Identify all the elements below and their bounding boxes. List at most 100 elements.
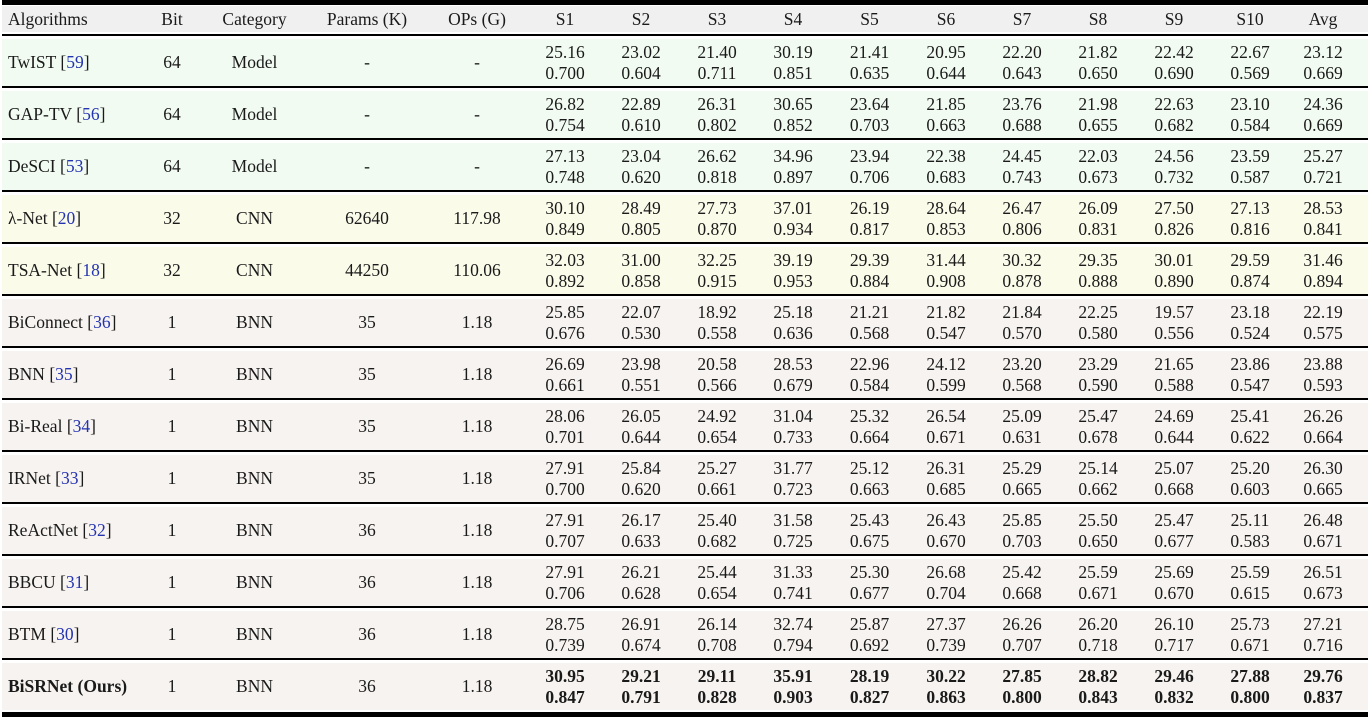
metric-cell: 35.91 0.903: [755, 666, 831, 708]
citation-link[interactable]: 35: [55, 364, 73, 384]
params-cell: 62640: [345, 208, 389, 228]
column-header: S9: [1164, 8, 1184, 29]
metric-cell: 24.12 0.599: [908, 354, 984, 396]
ssim-value: 0.700: [545, 478, 585, 499]
column-header: S10: [1236, 8, 1264, 29]
metric-cell: 25.16 0.700: [527, 42, 603, 84]
citation-link[interactable]: 30: [56, 624, 74, 644]
ssim-value: 0.915: [697, 270, 737, 291]
psnr-value: 29.59: [1230, 249, 1270, 270]
psnr-value: 26.82: [545, 93, 585, 114]
ssim-value: 0.707: [545, 530, 585, 551]
algorithm-name: BNN: [8, 364, 45, 384]
psnr-value: 26.47: [1002, 197, 1042, 218]
metric-cell: 25.84 0.620: [603, 458, 679, 500]
psnr-value: 26.21: [621, 561, 661, 582]
params-cell: 36: [358, 676, 376, 696]
metric-cell: 25.14 0.662: [1060, 458, 1136, 500]
psnr-value: 27.91: [545, 509, 585, 530]
psnr-value: 31.33: [773, 561, 813, 582]
column-header: Category: [222, 8, 287, 29]
psnr-value: 23.64: [849, 93, 890, 114]
psnr-value: 26.17: [621, 509, 661, 530]
psnr-value: 25.27: [1303, 145, 1343, 166]
ops-cell: 1.18: [461, 520, 493, 540]
citation-link[interactable]: 36: [93, 312, 111, 332]
metric-cell: 27.91 0.706: [527, 562, 603, 604]
psnr-value: 35.91: [773, 665, 813, 686]
metric-cell: 28.82 0.843: [1060, 666, 1136, 708]
psnr-value: 31.00: [621, 249, 661, 270]
metric-cell: 29.35 0.888: [1060, 250, 1136, 292]
row-divider: [2, 398, 1368, 400]
psnr-value: 21.21: [849, 301, 890, 322]
psnr-value: 31.44: [926, 249, 966, 270]
header-rule: [2, 34, 1368, 36]
psnr-value: 22.38: [926, 145, 966, 166]
ops-cell: -: [474, 104, 480, 124]
ssim-value: 0.723: [773, 478, 813, 499]
ops-cell: -: [474, 156, 480, 176]
psnr-value: 32.74: [773, 613, 813, 634]
ssim-value: 0.817: [849, 218, 890, 239]
metric-cell: 25.40 0.682: [679, 510, 755, 552]
ssim-value: 0.568: [849, 322, 890, 343]
psnr-value: 31.46: [1303, 249, 1343, 270]
citation-link[interactable]: 53: [65, 156, 84, 176]
category-cell: BNN: [236, 624, 273, 644]
psnr-value: 25.47: [1154, 509, 1194, 530]
ssim-value: 0.610: [621, 114, 661, 135]
psnr-value: 26.30: [1303, 457, 1343, 478]
metric-cell: 24.45 0.743: [984, 146, 1060, 188]
ssim-value: 0.703: [849, 114, 890, 135]
metric-cell: 24.69 0.644: [1136, 406, 1212, 448]
citation-link[interactable]: 18: [82, 260, 100, 280]
category-cell: BNN: [236, 676, 273, 696]
ssim-value: 0.828: [697, 686, 737, 707]
psnr-value: 34.96: [773, 145, 813, 166]
citation-link[interactable]: 56: [82, 104, 100, 124]
category-cell: BNN: [236, 572, 273, 592]
psnr-value: 23.88: [1303, 353, 1343, 374]
category-cell: CNN: [236, 208, 273, 228]
citation-link[interactable]: 33: [60, 468, 79, 488]
metric-cell: 25.12 0.663: [831, 458, 908, 500]
ssim-value: 0.708: [697, 634, 737, 655]
metric-cell: 26.31 0.802: [679, 94, 755, 136]
ssim-value: 0.874: [1230, 270, 1270, 291]
citation-link[interactable]: 20: [57, 208, 76, 228]
ssim-value: 0.716: [1303, 634, 1343, 655]
citation-link[interactable]: 31: [65, 572, 84, 592]
metric-cell: 22.19 0.575: [1288, 302, 1358, 344]
ssim-value: 0.894: [1303, 270, 1343, 291]
psnr-value: 22.03: [1078, 145, 1118, 166]
table-row: DeSCI [53] 64 Model - -27.13 0.748 23.04 0.620 2…: [2, 143, 1368, 190]
table-row: λ-Net [20] 32 CNN 62640 117.98 30.10 0.849 28.4…: [2, 195, 1368, 242]
ssim-value: 0.599: [926, 374, 966, 395]
citation-link[interactable]: 59: [66, 52, 84, 72]
column-header: S3: [707, 8, 727, 29]
psnr-value: 23.98: [621, 353, 661, 374]
citation-link[interactable]: 34: [72, 416, 91, 436]
psnr-value: 22.07: [621, 301, 661, 322]
psnr-value: 30.19: [773, 41, 813, 62]
table-row: ReActNet [32] 1 BNN 36 1.18 27.91 0.707 26.17 0.…: [2, 507, 1368, 554]
ops-cell: 110.06: [453, 260, 501, 280]
psnr-value: 21.82: [1078, 41, 1118, 62]
metric-cell: 25.41 0.622: [1212, 406, 1288, 448]
metric-cell: 28.19 0.827: [831, 666, 908, 708]
ssim-value: 0.665: [1303, 478, 1343, 499]
ssim-value: 0.671: [1303, 530, 1343, 551]
ssim-value: 0.739: [926, 634, 966, 655]
psnr-value: 32.03: [545, 249, 585, 270]
ssim-value: 0.703: [1002, 530, 1042, 551]
column-header: Bit: [161, 8, 183, 29]
algorithm-name: BBCU: [8, 572, 56, 592]
metric-cell: 26.17 0.633: [603, 510, 679, 552]
algorithm-cell: BiConnect [36]: [8, 312, 117, 332]
ssim-value: 0.826: [1154, 218, 1194, 239]
metric-cell: 24.92 0.654: [679, 406, 755, 448]
ssim-value: 0.583: [1230, 530, 1270, 551]
citation-link[interactable]: 32: [88, 520, 106, 540]
category-cell: Model: [231, 52, 278, 72]
